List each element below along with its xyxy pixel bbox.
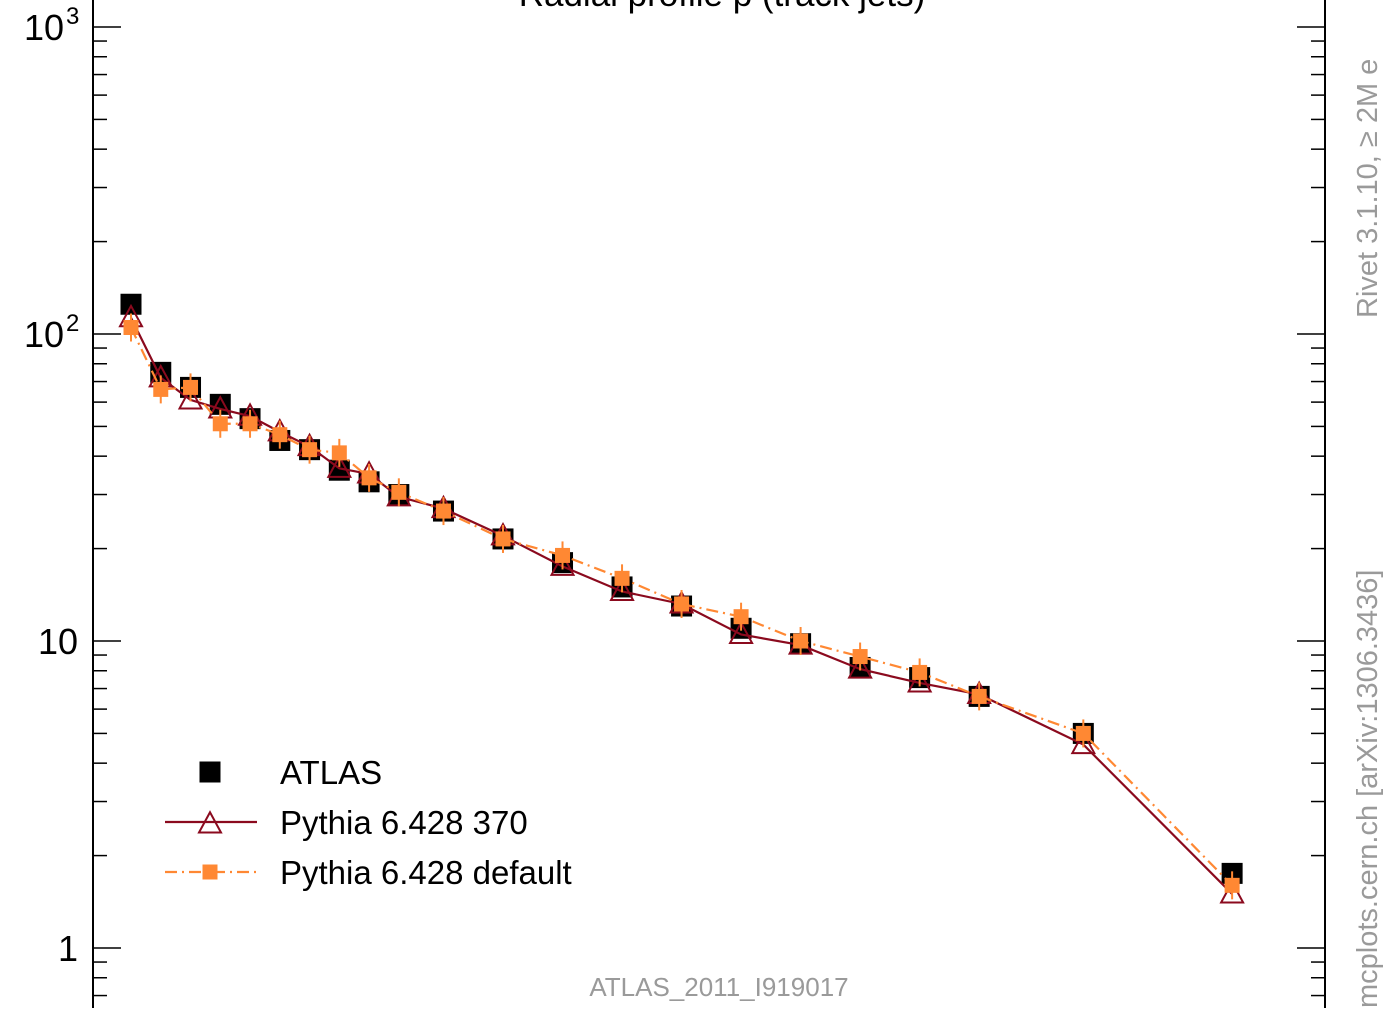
- legend-marker-atlas: [199, 761, 221, 783]
- pythia-default-marker: [495, 531, 511, 547]
- pythia-370-marker: [609, 577, 635, 602]
- pythia-default-marker: [212, 416, 228, 432]
- pythia-default-marker: [153, 381, 169, 397]
- y-tick-label: 10: [24, 314, 64, 355]
- pythia-370-marker: [177, 386, 204, 410]
- y-tick-label-exponent: 3: [66, 3, 79, 30]
- pythia-default-marker: [1075, 725, 1091, 741]
- pythia-default-marker: [674, 596, 690, 612]
- pythia-default-marker: [361, 470, 377, 486]
- pythia-default-marker: [302, 442, 318, 458]
- pythia-default-marker: [614, 570, 630, 586]
- y-tick-label: 1: [58, 928, 78, 969]
- legend-marker-pythia-default: [202, 864, 218, 880]
- side-label-rivet: Rivet 3.1.10, ≥ 2M e: [1352, 59, 1383, 318]
- pythia-370-marker: [549, 552, 576, 576]
- analysis-watermark: ATLAS_2011_I919017: [589, 972, 848, 1002]
- series-line-pythia-370: [130, 317, 1233, 895]
- pythia-default-marker: [971, 688, 987, 704]
- pythia-370-marker: [906, 669, 933, 693]
- legend-label: Pythia 6.428 default: [280, 854, 572, 891]
- pythia-default-marker: [242, 416, 258, 432]
- pythia-default-marker: [123, 319, 139, 335]
- pythia-default-marker: [1224, 877, 1240, 893]
- plot-area: [118, 293, 1245, 904]
- pythia-default-marker: [555, 547, 571, 563]
- pythia-default-marker: [793, 633, 809, 649]
- legend-marker-pythia-370: [197, 810, 223, 834]
- pythia-370-marker: [326, 454, 352, 478]
- chart-title: Radial profile p (track jets): [519, 0, 926, 14]
- side-label-mcplots: mcplots.cern.ch [arXiv:1306.3436]: [1352, 570, 1383, 1008]
- pythia-default-marker: [733, 609, 749, 625]
- pythia-370-marker: [847, 655, 873, 679]
- legend-label: ATLAS: [280, 754, 382, 791]
- y-tick-label-exponent: 2: [66, 310, 79, 337]
- legend: ATLAS Pythia 6.428 370 Pythia 6.428 defaul…: [165, 754, 572, 891]
- pythia-default-marker: [272, 427, 288, 443]
- y-tick-label: 10: [38, 621, 78, 662]
- legend-label: Pythia 6.428 370: [280, 804, 528, 841]
- pythia-default-marker: [331, 445, 347, 461]
- pythia-370-marker: [1070, 730, 1096, 755]
- pythia-default-marker: [912, 664, 928, 680]
- pythia-default-marker: [391, 484, 407, 500]
- y-tick-label: 10: [24, 7, 64, 48]
- pythia-default-marker: [435, 503, 451, 519]
- series-line-pythia-default: [130, 327, 1233, 887]
- pythia-default-marker: [852, 649, 868, 665]
- pythia-370-marker: [728, 620, 754, 645]
- pythia-default-marker: [183, 379, 199, 395]
